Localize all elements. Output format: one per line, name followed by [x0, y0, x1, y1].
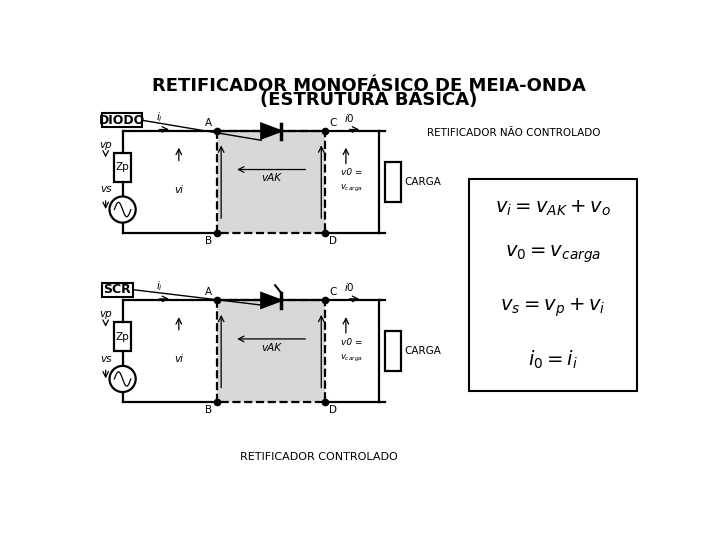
Text: $i_i$: $i_i$	[156, 280, 163, 294]
Polygon shape	[261, 293, 282, 308]
Text: $i0$: $i0$	[344, 281, 355, 294]
Bar	[469, 179, 637, 390]
Text: $\mathbf{\mathit{i}}_0 = \mathbf{\mathit{i}}_i$: $\mathbf{\mathit{i}}_0 = \mathbf{\mathit…	[528, 348, 578, 371]
Text: CARGA: CARGA	[405, 346, 441, 356]
Text: vAK: vAK	[261, 343, 282, 353]
Circle shape	[109, 197, 135, 222]
Text: vs: vs	[100, 184, 112, 194]
Polygon shape	[217, 300, 325, 402]
Text: vs: vs	[100, 354, 112, 363]
Polygon shape	[261, 124, 282, 139]
Text: Zp: Zp	[116, 162, 130, 172]
Text: $v_{carga}$: $v_{carga}$	[341, 353, 364, 364]
Text: vi: vi	[174, 354, 184, 364]
Text: $i0$: $i0$	[344, 112, 355, 124]
Bar	[385, 162, 400, 202]
Text: vp: vp	[99, 309, 112, 319]
Bar	[114, 322, 131, 351]
Text: $\mathbf{\mathit{v}}_s = \mathbf{\mathit{v}}_p + \mathbf{\mathit{v}}_i$: $\mathbf{\mathit{v}}_s = \mathbf{\mathit…	[500, 297, 606, 319]
Text: RETIFICADOR NÃO CONTROLADO: RETIFICADOR NÃO CONTROLADO	[427, 127, 600, 138]
Text: DIODO: DIODO	[99, 114, 145, 127]
Text: C: C	[329, 287, 336, 298]
Text: vAK: vAK	[261, 173, 282, 184]
Bar	[102, 113, 142, 127]
Text: vi: vi	[174, 185, 184, 194]
Text: B: B	[204, 236, 212, 246]
Text: Zp: Zp	[116, 332, 130, 342]
Text: D: D	[329, 405, 337, 415]
Bar	[102, 283, 132, 296]
Text: vp: vp	[99, 139, 112, 150]
Bar	[114, 153, 131, 182]
Text: D: D	[329, 236, 337, 246]
Text: SCR: SCR	[104, 283, 131, 296]
Bar	[385, 331, 400, 372]
Text: $\mathbf{\mathit{v}}_i = \mathbf{\mathit{v}}_{AK} + \mathbf{\mathit{v}}_o$: $\mathbf{\mathit{v}}_i = \mathbf{\mathit…	[495, 198, 611, 218]
Text: v0 =: v0 =	[341, 168, 363, 177]
Text: A: A	[204, 118, 212, 128]
Circle shape	[109, 366, 135, 392]
Text: RETIFICADOR CONTROLADO: RETIFICADOR CONTROLADO	[240, 453, 398, 462]
Text: (ESTRUTURA BÁSICA): (ESTRUTURA BÁSICA)	[261, 91, 477, 110]
Text: C: C	[329, 118, 336, 128]
Text: RETIFICADOR MONOFÁSICO DE MEIA-ONDA: RETIFICADOR MONOFÁSICO DE MEIA-ONDA	[152, 77, 586, 95]
Text: $\mathbf{\mathit{v}}_0 = \mathbf{\mathit{v}}_{carga}$: $\mathbf{\mathit{v}}_0 = \mathbf{\mathit…	[505, 244, 601, 265]
Text: CARGA: CARGA	[405, 177, 441, 187]
Text: v0 =: v0 =	[341, 338, 363, 347]
Text: $i_i$: $i_i$	[156, 110, 163, 124]
Text: $v_{carga}$: $v_{carga}$	[341, 184, 364, 194]
Text: A: A	[204, 287, 212, 298]
Text: B: B	[204, 405, 212, 415]
Polygon shape	[217, 131, 325, 233]
